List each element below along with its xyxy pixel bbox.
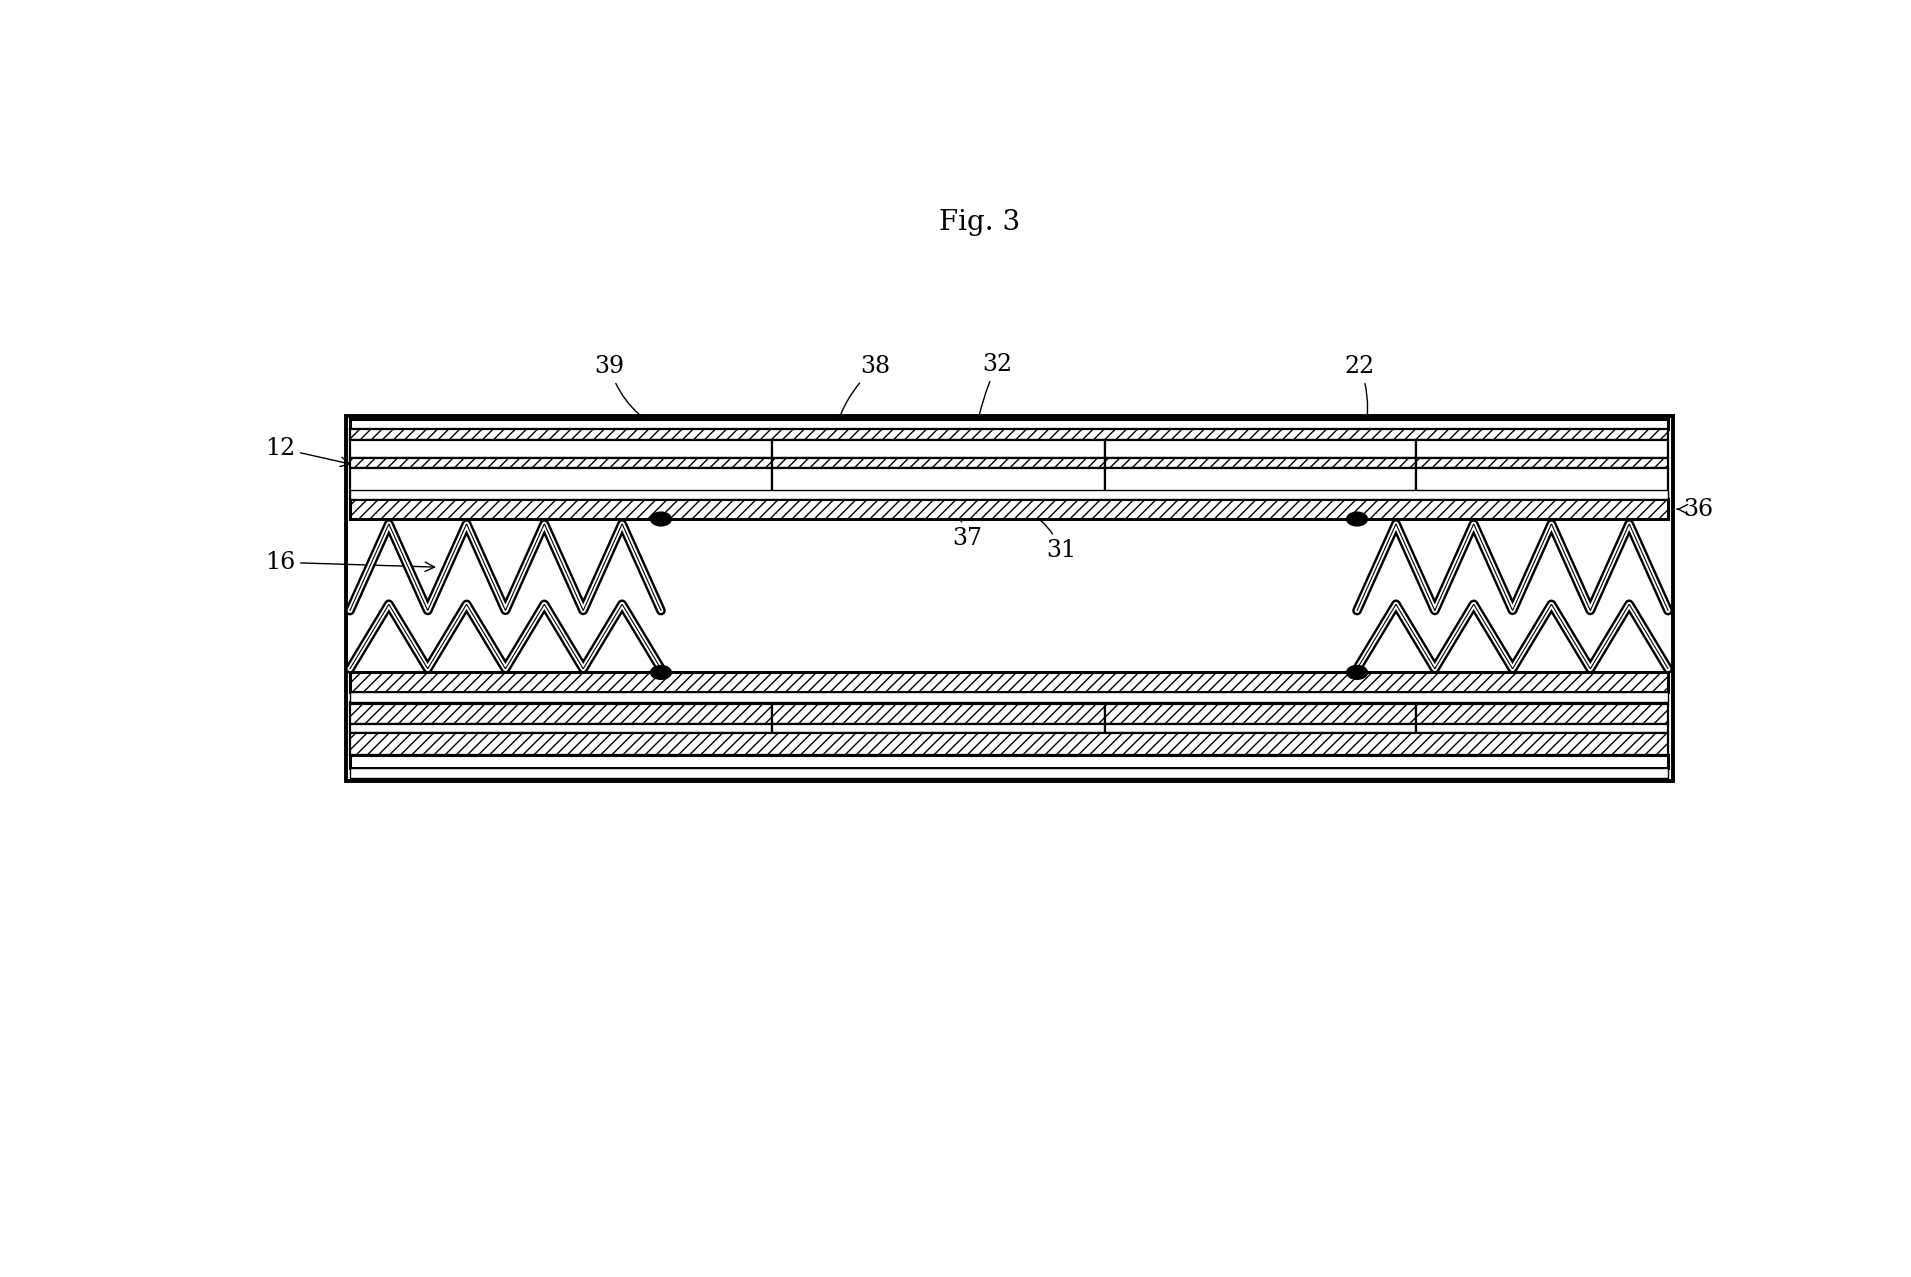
Bar [1416,704,1668,724]
Text: 16: 16 [266,550,434,573]
Text: 31: 31 [1026,511,1076,562]
Bar [1105,724,1416,733]
Bar [1416,702,1668,704]
Bar [1416,724,1668,733]
Bar [772,441,1105,458]
Text: 12: 12 [266,437,350,466]
Circle shape [1347,665,1368,679]
Bar [1105,458,1416,467]
Bar [350,733,1668,755]
Bar [1105,704,1416,724]
Circle shape [650,665,671,679]
Bar [772,702,1105,704]
Bar [350,692,1668,702]
Bar [350,767,1668,778]
Bar [1416,458,1668,467]
Text: 39: 39 [594,355,673,434]
Bar [350,429,1668,441]
Bar [350,704,772,724]
Bar [350,458,772,467]
Bar [1105,441,1416,458]
Text: 22: 22 [1345,355,1376,433]
Bar [1416,441,1668,458]
Bar [346,416,1672,780]
Bar [350,499,1668,518]
Bar [350,755,1668,767]
Bar [772,458,1105,467]
Bar [1105,467,1416,499]
Bar [1416,467,1668,499]
Text: 38: 38 [831,355,891,451]
Bar [350,702,772,704]
Bar [350,673,1668,692]
Bar [350,441,772,458]
Bar [772,704,1105,724]
Text: 36: 36 [1678,498,1712,521]
Bar [350,724,772,733]
Text: Fig. 3: Fig. 3 [938,208,1020,235]
Bar [1105,702,1416,704]
Bar [350,419,1668,429]
Bar [772,467,1105,499]
Bar [350,467,772,499]
Circle shape [650,512,671,526]
Circle shape [1347,512,1368,526]
Bar [772,724,1105,733]
Bar [350,489,1668,499]
Text: 32: 32 [973,354,1013,462]
Text: 37: 37 [936,494,982,550]
